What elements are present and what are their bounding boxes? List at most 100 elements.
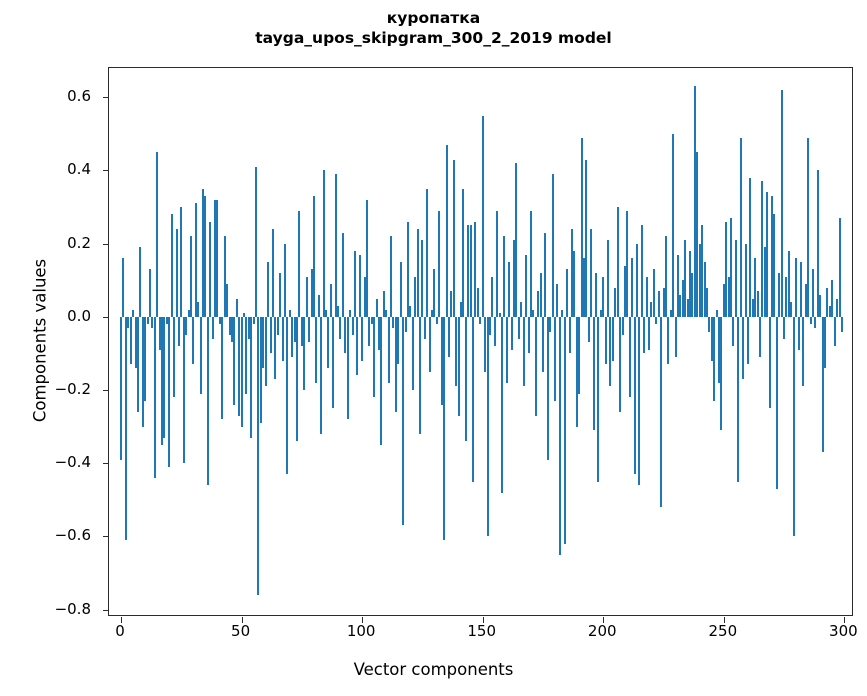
bar bbox=[744, 243, 747, 317]
x-tick-mark bbox=[482, 617, 484, 623]
x-tick-label: 250 bbox=[708, 622, 738, 640]
bar bbox=[303, 316, 306, 391]
bar bbox=[264, 316, 267, 387]
bar bbox=[587, 316, 590, 343]
bar bbox=[177, 316, 180, 347]
bar bbox=[262, 316, 265, 369]
bar bbox=[252, 316, 255, 325]
bar bbox=[332, 316, 335, 409]
bar bbox=[751, 298, 754, 317]
bar bbox=[139, 247, 142, 317]
x-axis-tick-labels: 0 50 100 150 200 250 300 bbox=[108, 622, 857, 646]
bar bbox=[370, 316, 373, 325]
x-axis-label: Vector components bbox=[353, 660, 514, 679]
bar bbox=[527, 316, 530, 354]
bar bbox=[457, 316, 460, 416]
bar bbox=[187, 309, 190, 317]
y-tick-label: 0.4 bbox=[67, 160, 91, 179]
bar bbox=[435, 316, 438, 325]
bar bbox=[358, 254, 361, 317]
bar bbox=[541, 316, 544, 372]
x-tick-mark bbox=[362, 617, 364, 623]
bar bbox=[317, 294, 320, 317]
bar bbox=[773, 214, 776, 317]
bar bbox=[211, 316, 214, 339]
bar bbox=[433, 269, 436, 317]
bar bbox=[192, 316, 195, 365]
bar bbox=[566, 269, 569, 317]
bar bbox=[819, 294, 822, 317]
bar bbox=[484, 316, 487, 372]
bar bbox=[812, 269, 814, 317]
bar bbox=[310, 269, 313, 317]
bar bbox=[517, 316, 520, 339]
bar bbox=[790, 302, 793, 317]
bar bbox=[549, 316, 552, 332]
bar bbox=[529, 210, 532, 317]
bar bbox=[734, 240, 737, 317]
y-tick-label: 0.2 bbox=[67, 233, 91, 252]
bar bbox=[756, 291, 759, 317]
bar bbox=[127, 316, 130, 328]
bar bbox=[717, 316, 720, 383]
bar bbox=[238, 316, 241, 416]
bar bbox=[197, 302, 200, 317]
bar bbox=[513, 240, 516, 317]
bar bbox=[797, 316, 800, 350]
y-tick-mark bbox=[103, 316, 109, 318]
bar bbox=[406, 221, 409, 317]
bar bbox=[409, 305, 412, 317]
bar bbox=[455, 316, 458, 387]
bar bbox=[816, 170, 819, 317]
bar bbox=[202, 188, 205, 317]
bar bbox=[722, 283, 725, 317]
bar bbox=[763, 247, 766, 317]
bar bbox=[701, 225, 704, 317]
bar bbox=[713, 316, 716, 402]
bar bbox=[792, 316, 795, 537]
bar bbox=[368, 316, 371, 347]
bar bbox=[681, 280, 684, 317]
bar bbox=[428, 316, 431, 372]
bar bbox=[460, 302, 462, 317]
bar bbox=[563, 316, 566, 544]
bar bbox=[341, 232, 344, 317]
bar bbox=[703, 261, 706, 317]
bar bbox=[795, 258, 798, 317]
x-tick-mark bbox=[121, 617, 123, 623]
bar bbox=[312, 196, 315, 317]
bar bbox=[570, 229, 573, 317]
bar bbox=[447, 316, 450, 358]
bar bbox=[616, 207, 619, 317]
bar bbox=[691, 272, 694, 317]
y-axis-label-wrap: Components values bbox=[0, 0, 50, 696]
bar bbox=[257, 316, 260, 596]
bar bbox=[163, 316, 166, 438]
bar bbox=[833, 316, 836, 347]
y-tick-label: −0.6 bbox=[54, 526, 91, 545]
bar bbox=[643, 316, 646, 354]
bar bbox=[628, 316, 631, 398]
bar bbox=[322, 170, 325, 317]
bar-series bbox=[109, 68, 852, 615]
bar bbox=[696, 152, 699, 317]
y-tick-mark bbox=[103, 609, 109, 611]
y-tick-mark bbox=[103, 463, 109, 465]
bar bbox=[397, 316, 400, 365]
x-tick-mark bbox=[723, 617, 725, 623]
bar bbox=[308, 316, 311, 343]
bar bbox=[597, 316, 600, 482]
bar bbox=[129, 316, 132, 365]
x-tick-label: 100 bbox=[346, 622, 376, 640]
y-tick-mark bbox=[103, 170, 109, 172]
x-tick-label: 150 bbox=[467, 622, 497, 640]
bar bbox=[710, 316, 713, 361]
bar bbox=[684, 240, 687, 317]
bar bbox=[472, 316, 475, 482]
bar bbox=[669, 309, 672, 317]
bar bbox=[315, 316, 318, 383]
bar bbox=[223, 236, 226, 317]
bar bbox=[158, 316, 161, 350]
chart-title-line-1: куропатка bbox=[386, 9, 481, 27]
bar bbox=[498, 313, 501, 317]
